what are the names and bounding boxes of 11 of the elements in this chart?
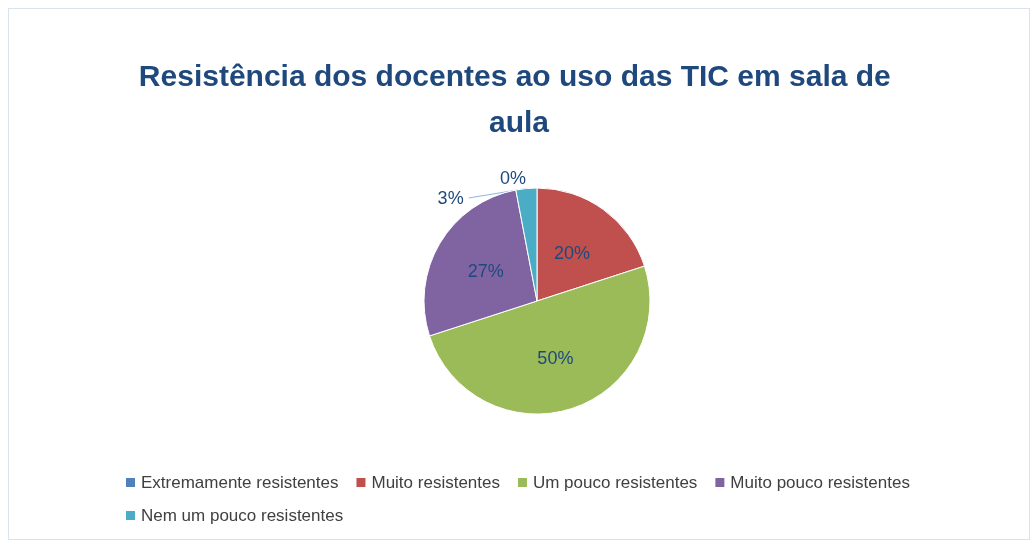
legend-label: Um pouco resistentes [532, 473, 698, 492]
text: 0% [499, 168, 526, 188]
legend-label: Muito pouco resistentes [730, 473, 910, 492]
legend-label: Muito resistentes [371, 473, 500, 492]
data-label: 50% [537, 347, 574, 368]
legend-label: Extremamente resistentes [141, 473, 339, 492]
data-label: 27% [467, 260, 504, 281]
data-label: 3% [437, 188, 464, 208]
data-label: 20% [553, 242, 590, 263]
legend-label: Nem um pouco resistentes [141, 506, 344, 525]
chart-title: Resistência dos docentes ao uso das TIC em sala de aula [138, 58, 900, 138]
